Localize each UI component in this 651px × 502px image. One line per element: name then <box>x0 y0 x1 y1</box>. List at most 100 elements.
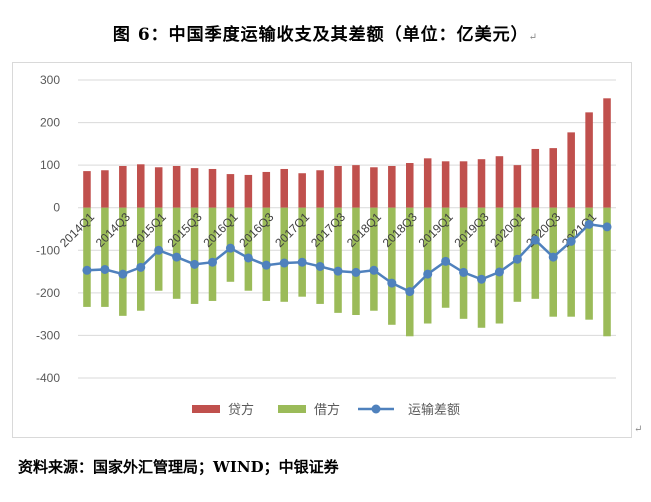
x-tick-label: 2017Q1 <box>272 210 312 250</box>
bar-debit <box>298 207 306 297</box>
balance-point <box>243 253 253 263</box>
balance-point <box>566 236 576 246</box>
bar-debit <box>423 207 432 324</box>
balance-point <box>100 264 110 274</box>
y-tick-label: -400 <box>36 371 60 385</box>
x-tick-label: 2019Q1 <box>416 210 456 250</box>
bar-credit <box>477 159 486 208</box>
x-tick-label: 2020Q1 <box>487 210 527 250</box>
bar-debit <box>549 207 557 317</box>
balance-point <box>602 222 612 232</box>
balance-point <box>261 260 271 270</box>
bar-debit <box>603 207 611 337</box>
bar-credit <box>352 165 360 208</box>
bar-credit <box>190 168 199 208</box>
x-tick-label: 2014Q1 <box>57 210 97 250</box>
bar-credit <box>83 171 91 208</box>
chart-title: 图 6：中国季度运输收支及其差额（单位：亿美元）↵ <box>0 20 651 45</box>
y-tick-label: -200 <box>36 286 60 300</box>
bar-debit <box>406 207 414 337</box>
balance-point <box>190 259 200 269</box>
x-tick-label: 2016Q1 <box>200 210 240 250</box>
balance-point <box>459 267 469 277</box>
bar-debit <box>262 207 271 301</box>
bar-credit <box>531 148 540 208</box>
bar-debit <box>119 207 127 316</box>
bar-debit <box>316 207 324 304</box>
bar-credit <box>585 112 593 208</box>
bar-credit <box>119 165 127 208</box>
bar-credit <box>101 170 109 208</box>
x-tick-label: 2018Q3 <box>380 210 420 250</box>
y-tick-label: -300 <box>36 328 60 342</box>
bar-credit <box>441 161 450 208</box>
return-mark-icon: ↵ <box>634 424 643 435</box>
bar-debit <box>208 207 217 301</box>
bar-debit <box>477 207 486 328</box>
legend-label: 借方 <box>314 402 340 417</box>
bar-credit <box>423 158 432 208</box>
balance-point <box>136 262 146 272</box>
balance-point <box>333 266 343 276</box>
bar-credit <box>406 163 414 208</box>
bar-credit <box>262 171 271 208</box>
x-tick-label: 2019Q3 <box>452 210 492 250</box>
y-tick-label: 100 <box>40 158 60 172</box>
balance-point <box>351 267 361 277</box>
bar-credit <box>603 98 611 208</box>
balance-point <box>297 257 307 267</box>
bar-credit <box>459 161 468 208</box>
bar-debit <box>137 207 145 311</box>
bar-debit <box>244 207 253 291</box>
return-mark-icon: ↵ <box>528 32 539 43</box>
bar-credit <box>370 167 378 208</box>
bar-credit <box>154 167 163 208</box>
balance-point <box>494 267 504 277</box>
balance-point <box>208 257 217 267</box>
legend-marker <box>371 404 381 414</box>
balance-point <box>441 256 451 266</box>
bar-debit <box>370 207 378 311</box>
legend-label: 运输差额 <box>408 402 460 417</box>
bar-credit <box>137 164 145 208</box>
y-tick-label: -100 <box>36 243 60 257</box>
bar-credit <box>495 156 504 208</box>
bar-credit <box>388 165 396 208</box>
balance-point <box>477 274 486 284</box>
balance-point <box>584 219 594 229</box>
bar-credit <box>172 165 181 208</box>
bar-debit <box>334 207 342 313</box>
bar-debit <box>567 207 575 317</box>
bar-debit <box>585 207 593 320</box>
balance-point <box>118 269 128 279</box>
balance-point <box>172 252 182 262</box>
bar-debit <box>531 207 540 299</box>
x-tick-label: 2020Q3 <box>523 210 563 250</box>
legend-swatch <box>192 405 220 413</box>
balance-point <box>225 243 235 253</box>
balance-point <box>530 235 540 245</box>
balance-point <box>405 287 415 297</box>
balance-point <box>387 278 397 288</box>
bar-credit <box>226 174 235 208</box>
balance-point <box>279 258 289 268</box>
chart-frame <box>12 62 632 438</box>
legend-label: 贷方 <box>228 402 254 417</box>
balance-point <box>512 254 522 264</box>
x-tick-label: 2017Q3 <box>308 210 348 250</box>
y-tick-label: 300 <box>40 73 60 87</box>
balance-point <box>154 245 164 255</box>
bar-credit <box>513 165 522 208</box>
x-tick-label: 2021Q1 <box>559 210 599 250</box>
bar-debit <box>101 207 109 307</box>
x-tick-label: 2018Q1 <box>344 210 384 250</box>
bar-credit <box>549 148 557 208</box>
y-tick-label: 200 <box>40 116 60 130</box>
bar-debit <box>83 207 91 307</box>
balance-point <box>369 265 379 275</box>
bar-credit <box>244 174 253 208</box>
bar-debit <box>459 207 468 319</box>
balance-point <box>548 252 558 262</box>
x-tick-label: 2016Q3 <box>236 210 276 250</box>
balance-point <box>423 269 433 279</box>
